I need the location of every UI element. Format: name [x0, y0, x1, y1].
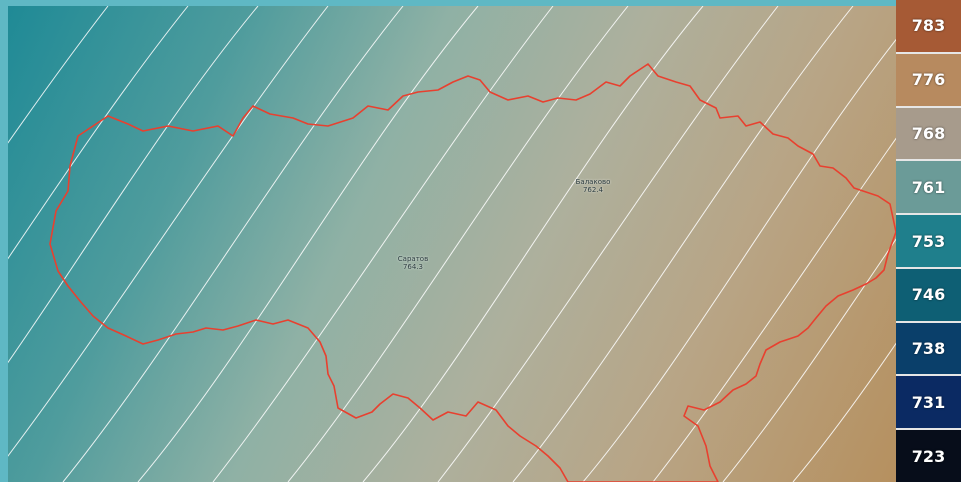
isobar-line — [582, 38, 896, 482]
isobar-line — [652, 137, 896, 482]
city-name: Саратов — [397, 255, 429, 263]
isobar-line — [437, 6, 779, 482]
city-pressure: 764.3 — [402, 263, 424, 271]
legend-item: 753 — [896, 215, 961, 269]
isobar-line — [8, 6, 189, 260]
isobar-line — [8, 6, 259, 364]
city-pressure: 762.4 — [582, 186, 604, 194]
isobar-line — [62, 6, 404, 482]
isobar-line — [512, 6, 854, 482]
isobar-line — [8, 6, 109, 144]
isobar-line — [722, 238, 896, 482]
pressure-map[interactable]: Саратов 764.3 Балаково 762.4 — [8, 6, 896, 482]
pressure-legend: 783 776 768 761 753 746 738 731 723 — [896, 0, 961, 482]
isobar-line — [287, 6, 629, 482]
legend-item: 731 — [896, 376, 961, 431]
legend-item: 776 — [896, 53, 961, 108]
city-name: Балаково — [575, 178, 611, 186]
legend-item: 768 — [896, 107, 961, 162]
legend-item: 761 — [896, 161, 961, 216]
region-border — [49, 63, 896, 482]
legend-item: 746 — [896, 268, 961, 323]
isobar-lines — [8, 6, 896, 482]
city-saratov[interactable]: Саратов 764.3 — [398, 255, 428, 271]
isobar-line — [212, 6, 554, 482]
map-canvas — [8, 6, 896, 482]
legend-item: 783 — [896, 0, 961, 54]
isobar-line — [137, 6, 479, 482]
isobar-line — [792, 342, 896, 482]
isobar-line — [362, 6, 704, 482]
legend-item: 723 — [896, 430, 961, 482]
legend-item: 738 — [896, 322, 961, 377]
city-balakovo[interactable]: Балаково 762.4 — [576, 178, 611, 194]
isobar-line — [8, 6, 329, 457]
